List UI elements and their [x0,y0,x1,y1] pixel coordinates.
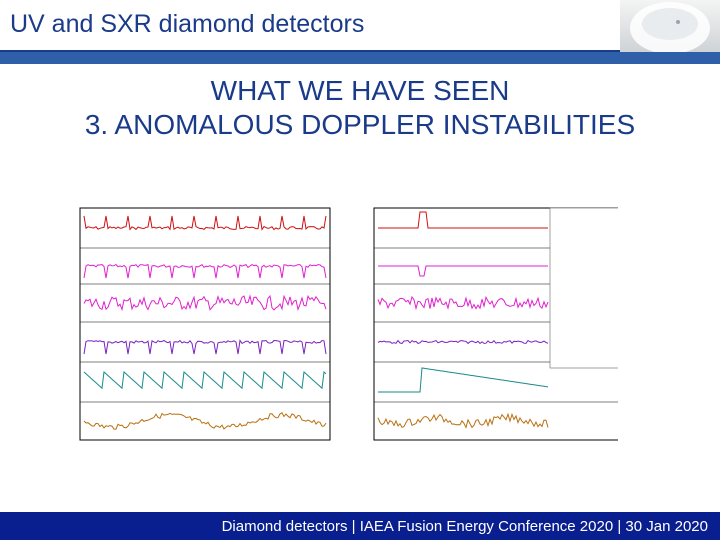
left-trace-1 [83,215,327,231]
slide-title: WHAT WE HAVE SEEN 3. ANOMALOUS DOPPLER I… [0,74,720,142]
right-trace-3 [377,295,549,311]
header-divider [0,50,620,52]
slide-title-line-1: WHAT WE HAVE SEEN [210,75,510,106]
institution-logo [620,0,720,52]
left-trace-4 [83,339,327,355]
diagnostic-plots-figure [79,207,618,441]
slide-title-line-2: 3. ANOMALOUS DOPPLER INSTABILITIES [84,109,636,140]
panel-dividers [80,247,618,403]
plot-traces [83,211,549,430]
header-title: UV and SXR diamond detectors [10,10,365,38]
right-plot-frame [373,207,618,441]
left-plot-frame [79,207,331,441]
right-trace-2 [378,265,548,277]
header-bar [0,52,720,64]
right-trace-6 [377,412,549,429]
left-trace-2 [83,263,327,279]
right-trace-4 [377,339,549,345]
right-plot-legend [549,207,618,369]
left-trace-6 [83,412,327,430]
right-trace-5 [378,367,549,393]
left-trace-3 [83,294,327,312]
footer-text: Diamond detectors | IAEA Fusion Energy C… [221,518,708,535]
left-trace-5 [83,370,327,390]
right-trace-1 [378,211,548,229]
footer-bar: Diamond detectors | IAEA Fusion Energy C… [0,512,720,540]
